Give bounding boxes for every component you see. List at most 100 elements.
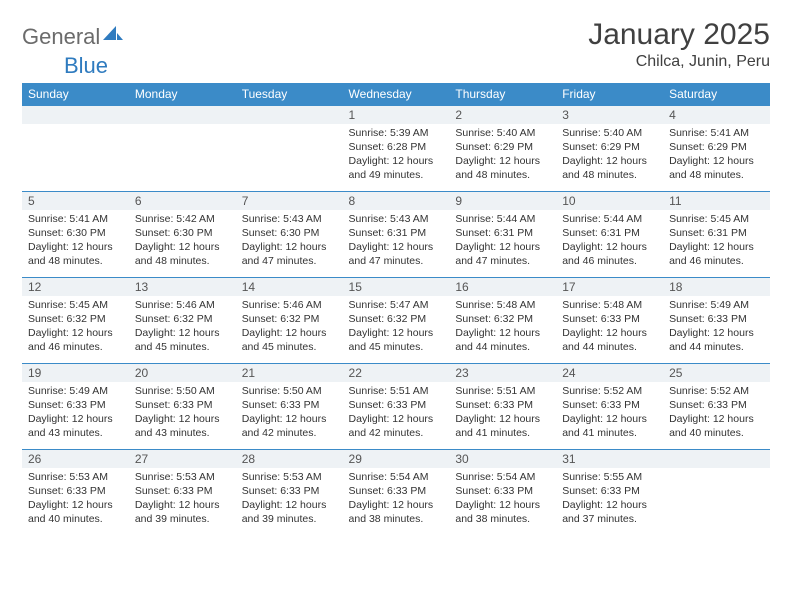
sunrise-text: Sunrise: 5:48 AM — [562, 298, 657, 312]
sunset-text: Sunset: 6:33 PM — [562, 398, 657, 412]
daylight-text-2: and 43 minutes. — [135, 426, 230, 440]
day-number: 5 — [22, 192, 129, 210]
day-cell: Sunrise: 5:48 AMSunset: 6:33 PMDaylight:… — [556, 296, 663, 364]
day-cell: Sunrise: 5:44 AMSunset: 6:31 PMDaylight:… — [556, 210, 663, 278]
calendar-table: Sunday Monday Tuesday Wednesday Thursday… — [22, 83, 770, 536]
daylight-text-2: and 49 minutes. — [349, 168, 444, 182]
daylight-text-1: Daylight: 12 hours — [455, 154, 550, 168]
sunset-text: Sunset: 6:33 PM — [562, 312, 657, 326]
day-number: 7 — [236, 192, 343, 210]
sunset-text: Sunset: 6:29 PM — [455, 140, 550, 154]
day-cell: Sunrise: 5:43 AMSunset: 6:31 PMDaylight:… — [343, 210, 450, 278]
sunrise-text: Sunrise: 5:46 AM — [242, 298, 337, 312]
daylight-text-2: and 38 minutes. — [455, 512, 550, 526]
daylight-text-2: and 42 minutes. — [349, 426, 444, 440]
day-number: 30 — [449, 450, 556, 468]
sunset-text: Sunset: 6:33 PM — [669, 398, 764, 412]
weekday-header: Monday — [129, 83, 236, 106]
weekday-header: Wednesday — [343, 83, 450, 106]
daylight-text-1: Daylight: 12 hours — [135, 326, 230, 340]
daylight-text-1: Daylight: 12 hours — [455, 498, 550, 512]
day-cell: Sunrise: 5:51 AMSunset: 6:33 PMDaylight:… — [449, 382, 556, 450]
calendar-body: 1234Sunrise: 5:39 AMSunset: 6:28 PMDayli… — [22, 106, 770, 536]
daylight-text-2: and 39 minutes. — [242, 512, 337, 526]
sunrise-text: Sunrise: 5:44 AM — [562, 212, 657, 226]
sunrise-text: Sunrise: 5:45 AM — [669, 212, 764, 226]
month-title: January 2025 — [588, 18, 770, 51]
daylight-text-1: Daylight: 12 hours — [455, 326, 550, 340]
sunset-text: Sunset: 6:33 PM — [242, 484, 337, 498]
day-cell: Sunrise: 5:54 AMSunset: 6:33 PMDaylight:… — [449, 468, 556, 536]
daylight-text-1: Daylight: 12 hours — [135, 412, 230, 426]
sunrise-text: Sunrise: 5:53 AM — [28, 470, 123, 484]
daylight-text-1: Daylight: 12 hours — [242, 326, 337, 340]
day-cell: Sunrise: 5:42 AMSunset: 6:30 PMDaylight:… — [129, 210, 236, 278]
day-cell: Sunrise: 5:40 AMSunset: 6:29 PMDaylight:… — [556, 124, 663, 192]
sunset-text: Sunset: 6:33 PM — [349, 484, 444, 498]
day-number — [663, 450, 770, 468]
daylight-text-1: Daylight: 12 hours — [242, 412, 337, 426]
day-cell: Sunrise: 5:49 AMSunset: 6:33 PMDaylight:… — [22, 382, 129, 450]
sunrise-text: Sunrise: 5:49 AM — [28, 384, 123, 398]
day-number: 1 — [343, 106, 450, 124]
daylight-text-2: and 40 minutes. — [28, 512, 123, 526]
daylight-text-1: Daylight: 12 hours — [669, 412, 764, 426]
sunrise-text: Sunrise: 5:54 AM — [455, 470, 550, 484]
day-number: 27 — [129, 450, 236, 468]
day-cell: Sunrise: 5:41 AMSunset: 6:30 PMDaylight:… — [22, 210, 129, 278]
daylight-text-2: and 47 minutes. — [349, 254, 444, 268]
daylight-text-2: and 48 minutes. — [669, 168, 764, 182]
day-cell: Sunrise: 5:48 AMSunset: 6:32 PMDaylight:… — [449, 296, 556, 364]
day-content-row: Sunrise: 5:49 AMSunset: 6:33 PMDaylight:… — [22, 382, 770, 450]
daynum-row: 262728293031 — [22, 450, 770, 468]
daylight-text-1: Daylight: 12 hours — [562, 240, 657, 254]
day-cell: Sunrise: 5:46 AMSunset: 6:32 PMDaylight:… — [236, 296, 343, 364]
daylight-text-1: Daylight: 12 hours — [135, 240, 230, 254]
day-number: 16 — [449, 278, 556, 296]
day-content-row: Sunrise: 5:41 AMSunset: 6:30 PMDaylight:… — [22, 210, 770, 278]
day-cell: Sunrise: 5:41 AMSunset: 6:29 PMDaylight:… — [663, 124, 770, 192]
sunrise-text: Sunrise: 5:47 AM — [349, 298, 444, 312]
day-cell: Sunrise: 5:39 AMSunset: 6:28 PMDaylight:… — [343, 124, 450, 192]
daylight-text-1: Daylight: 12 hours — [349, 326, 444, 340]
day-number: 9 — [449, 192, 556, 210]
sunset-text: Sunset: 6:33 PM — [135, 398, 230, 412]
sunset-text: Sunset: 6:31 PM — [669, 226, 764, 240]
daylight-text-2: and 41 minutes. — [562, 426, 657, 440]
daylight-text-1: Daylight: 12 hours — [28, 412, 123, 426]
daylight-text-1: Daylight: 12 hours — [349, 412, 444, 426]
title-block: January 2025 Chilca, Junin, Peru — [588, 18, 770, 71]
day-cell: Sunrise: 5:51 AMSunset: 6:33 PMDaylight:… — [343, 382, 450, 450]
sunset-text: Sunset: 6:33 PM — [455, 398, 550, 412]
sunrise-text: Sunrise: 5:42 AM — [135, 212, 230, 226]
weekday-header: Sunday — [22, 83, 129, 106]
sunset-text: Sunset: 6:32 PM — [242, 312, 337, 326]
daylight-text-2: and 37 minutes. — [562, 512, 657, 526]
daylight-text-2: and 43 minutes. — [28, 426, 123, 440]
weekday-header: Thursday — [449, 83, 556, 106]
daylight-text-2: and 46 minutes. — [562, 254, 657, 268]
sunrise-text: Sunrise: 5:50 AM — [135, 384, 230, 398]
weekday-header-row: Sunday Monday Tuesday Wednesday Thursday… — [22, 83, 770, 106]
day-number: 21 — [236, 364, 343, 382]
day-cell: Sunrise: 5:53 AMSunset: 6:33 PMDaylight:… — [22, 468, 129, 536]
sunrise-text: Sunrise: 5:39 AM — [349, 126, 444, 140]
sunset-text: Sunset: 6:31 PM — [455, 226, 550, 240]
daylight-text-2: and 40 minutes. — [669, 426, 764, 440]
sunrise-text: Sunrise: 5:52 AM — [669, 384, 764, 398]
weekday-header: Saturday — [663, 83, 770, 106]
sunset-text: Sunset: 6:31 PM — [562, 226, 657, 240]
day-cell: Sunrise: 5:52 AMSunset: 6:33 PMDaylight:… — [663, 382, 770, 450]
daylight-text-2: and 48 minutes. — [455, 168, 550, 182]
day-cell: Sunrise: 5:45 AMSunset: 6:32 PMDaylight:… — [22, 296, 129, 364]
sunrise-text: Sunrise: 5:43 AM — [242, 212, 337, 226]
day-cell: Sunrise: 5:47 AMSunset: 6:32 PMDaylight:… — [343, 296, 450, 364]
sunrise-text: Sunrise: 5:53 AM — [242, 470, 337, 484]
daylight-text-1: Daylight: 12 hours — [455, 240, 550, 254]
daylight-text-2: and 44 minutes. — [455, 340, 550, 354]
sunrise-text: Sunrise: 5:53 AM — [135, 470, 230, 484]
sunrise-text: Sunrise: 5:41 AM — [28, 212, 123, 226]
logo-sail-icon — [103, 25, 123, 46]
daylight-text-1: Daylight: 12 hours — [669, 240, 764, 254]
day-cell: Sunrise: 5:49 AMSunset: 6:33 PMDaylight:… — [663, 296, 770, 364]
